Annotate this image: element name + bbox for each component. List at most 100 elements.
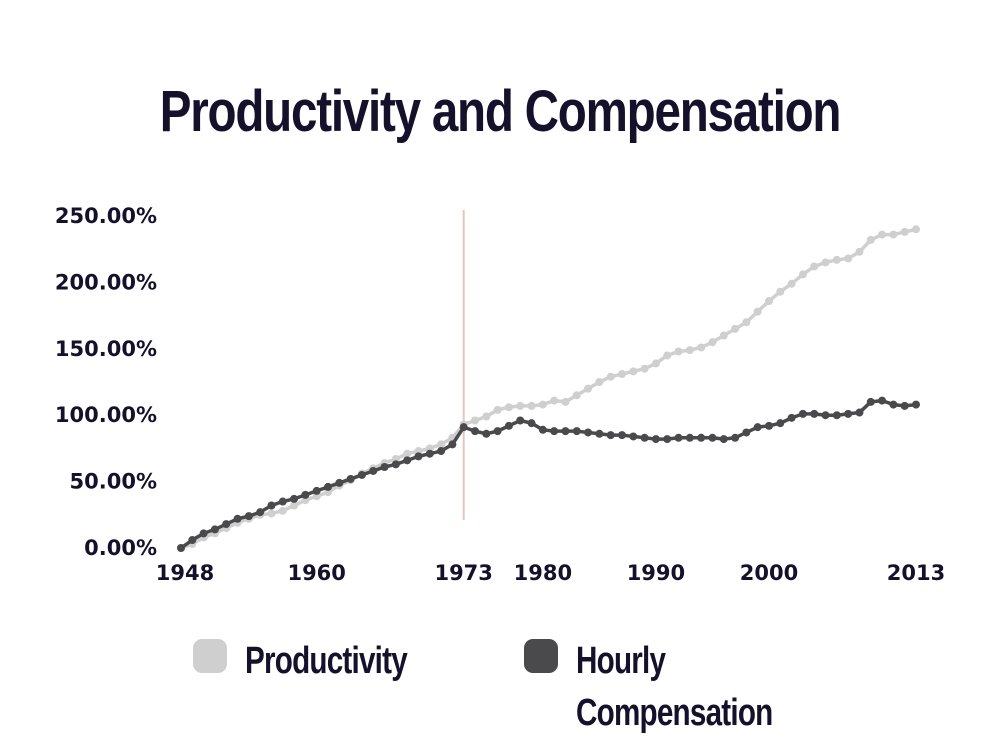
point-productivity [821,258,830,267]
point-hourly-compensation [369,466,378,475]
point-hourly-compensation [629,432,638,441]
point-hourly-compensation [821,411,830,420]
legend-item-productivity: Productivity [193,635,505,687]
point-productivity [493,405,502,414]
point-productivity [629,367,638,376]
point-hourly-compensation [731,433,740,442]
point-hourly-compensation [538,425,547,434]
point-productivity [640,364,649,373]
point-productivity [900,227,909,236]
point-hourly-compensation [504,421,513,430]
point-productivity [832,255,841,264]
point-hourly-compensation [889,400,898,409]
point-hourly-compensation [482,429,491,438]
legend-label-line-1: Hourly [576,640,666,682]
series-line-hourly-compensation [179,398,918,550]
point-hourly-compensation [335,478,344,487]
y-tick-label: 50.00% [70,470,157,494]
point-hourly-compensation [606,431,615,440]
point-hourly-compensation [663,435,672,444]
point-productivity [731,324,740,333]
y-tick-label: 200.00% [55,270,157,294]
legend-label-line-2: Compensation [576,692,773,734]
point-productivity [572,391,581,400]
point-productivity [685,346,694,355]
point-hourly-compensation [810,409,819,418]
point-productivity [561,397,570,406]
series-layer [177,225,920,552]
x-axis-labels: 1948 1960 1973 1980 1990 2000 2013 [156,561,945,585]
point-hourly-compensation [177,544,185,552]
point-hourly-compensation [414,452,423,461]
point-productivity [912,225,920,234]
point-hourly-compensation [753,423,762,432]
point-hourly-compensation [471,427,479,436]
point-productivity [437,440,446,449]
legend-item-hourly-compensation: Hourly Compensation [524,635,836,739]
point-productivity [482,412,491,421]
point-hourly-compensation [380,462,389,471]
point-productivity [606,372,615,381]
point-hourly-compensation [674,433,683,442]
point-hourly-compensation [640,433,649,442]
point-hourly-compensation [550,427,559,436]
point-productivity [618,370,626,379]
point-hourly-compensation [199,529,208,538]
page-title: Productivity and Compensation [159,79,842,144]
point-hourly-compensation [832,411,841,420]
point-hourly-compensation [878,396,887,405]
point-productivity [403,449,412,458]
point-productivity [471,416,479,425]
point-productivity [889,230,898,239]
x-tick-label: 1973 [434,561,492,585]
point-hourly-compensation [278,497,287,506]
point-productivity [516,401,525,410]
point-productivity [595,378,604,386]
point-hourly-compensation [866,397,875,406]
point-productivity [708,338,717,347]
point-hourly-compensation [357,470,366,479]
point-productivity [753,307,762,316]
point-hourly-compensation [527,419,536,428]
x-tick-label: 2000 [740,561,798,585]
point-productivity [765,296,773,305]
point-hourly-compensation [708,433,717,442]
point-productivity [810,262,819,271]
point-productivity [267,509,276,518]
point-hourly-compensation [900,401,909,410]
x-tick-label: 2013 [887,561,945,585]
point-productivity [538,400,547,409]
y-tick-label: 0.00% [84,536,157,560]
point-hourly-compensation [301,490,310,499]
point-hourly-compensation [324,482,332,491]
point-productivity [527,401,536,410]
point-hourly-compensation [572,427,581,436]
point-hourly-compensation [256,508,265,517]
point-hourly-compensation [233,514,242,523]
point-hourly-compensation [685,433,694,442]
point-hourly-compensation [697,433,706,442]
point-hourly-compensation [244,512,253,521]
point-hourly-compensation [844,409,853,418]
legend-label-hourly-compensation: Hourly Compensation [576,635,779,739]
point-hourly-compensation [595,429,604,438]
legend-label-productivity: Productivity [245,640,408,682]
point-hourly-compensation [719,435,728,444]
point-hourly-compensation [912,400,920,409]
point-productivity [290,501,299,510]
x-tick-label: 1948 [156,561,214,585]
point-productivity [844,254,853,263]
y-tick-label: 100.00% [55,403,157,427]
point-hourly-compensation [222,520,231,529]
point-productivity [504,403,513,412]
y-tick-label: 150.00% [55,337,157,361]
point-hourly-compensation [776,419,785,428]
point-productivity [855,247,864,256]
point-hourly-compensation [210,525,219,534]
point-hourly-compensation [618,431,626,440]
point-hourly-compensation [312,486,321,495]
point-productivity [278,506,287,515]
legend-swatch-productivity [193,639,227,673]
point-hourly-compensation [448,440,457,449]
point-hourly-compensation [742,428,751,437]
